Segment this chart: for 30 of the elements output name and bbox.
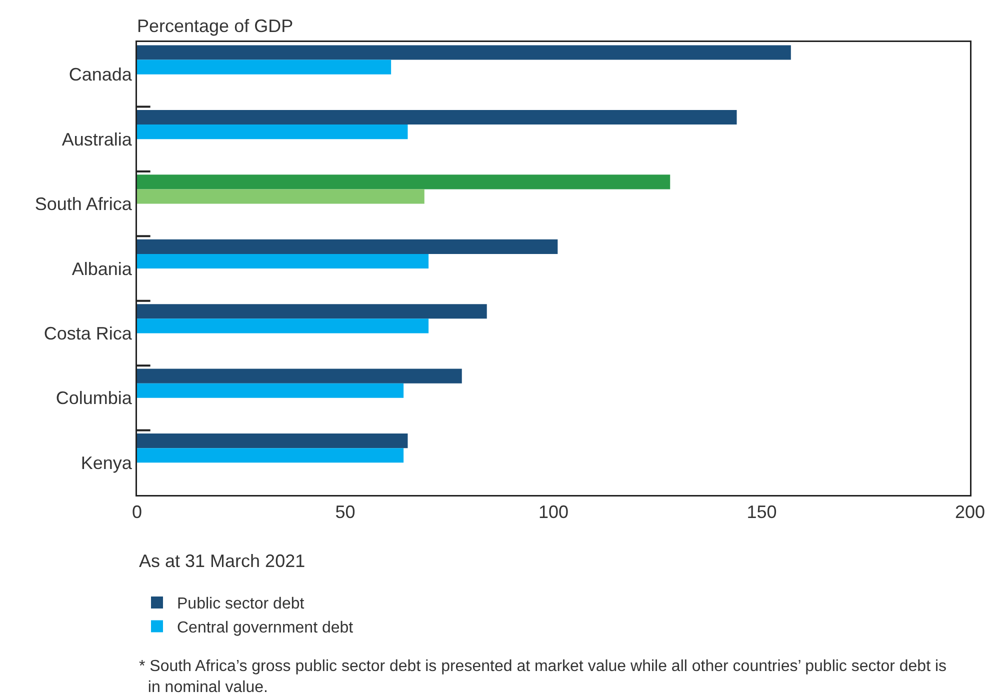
x-tick-label: 100: [538, 502, 569, 522]
x-tick-label: 150: [746, 502, 777, 522]
y-tick-label: Columbia: [56, 388, 133, 408]
bar: [137, 304, 487, 319]
text: As at 31 March 2021: [139, 551, 306, 571]
bar: [137, 434, 408, 448]
bar: [137, 318, 429, 334]
bar: [137, 383, 404, 398]
y-tick-label: Canada: [68, 64, 133, 85]
bar: [137, 174, 670, 190]
bar: [137, 110, 737, 125]
x-axis-title: Percentage of GDP: [137, 16, 294, 36]
x-tick-label: 50: [335, 502, 356, 522]
bar: [137, 448, 404, 463]
x-tick-label: 0: [132, 502, 142, 522]
bar: [137, 60, 392, 74]
bar: [137, 368, 462, 384]
y-tick-label: South Africa: [34, 194, 133, 214]
bar: [137, 254, 429, 268]
text: * South Africa’s gross public sector debt is presented at market value while all other countries’ public sector debt is in nominal value.: [139, 658, 947, 696]
y-tick-label: Kenya: [80, 452, 133, 473]
y-tick-label: Australia: [62, 129, 133, 150]
x-tick-label: 200: [954, 502, 986, 522]
bar: [137, 189, 424, 204]
bar: [137, 45, 791, 60]
bar: [137, 124, 408, 140]
y-tick-label: Albania: [72, 258, 133, 279]
bar: [137, 239, 558, 254]
legend-label: Central government debt: [177, 620, 354, 637]
y-tick-label: Costa Rica: [44, 324, 133, 344]
